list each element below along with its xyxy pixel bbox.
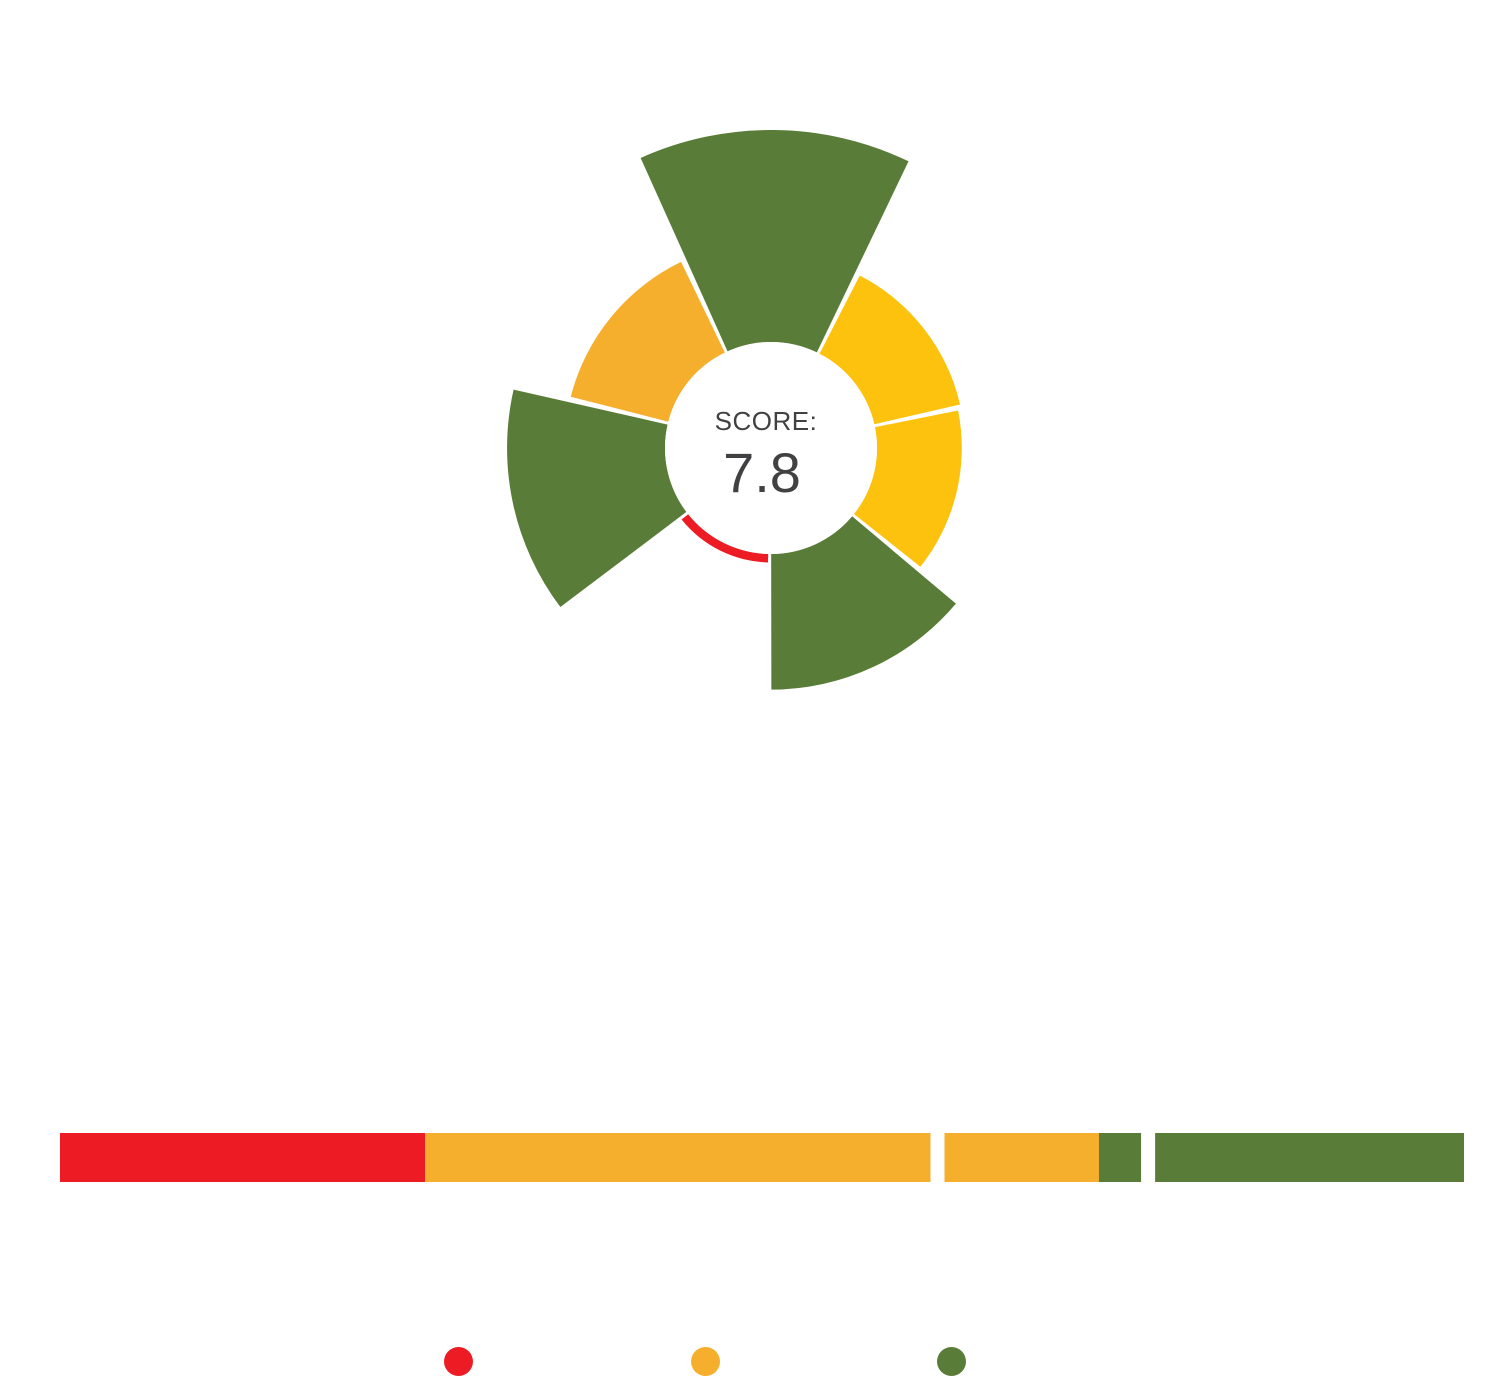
rose-segment-3 — [853, 410, 962, 567]
scale-segment-5 — [1155, 1133, 1464, 1182]
legend — [0, 1347, 1512, 1376]
score-scale-bar — [60, 1133, 1464, 1182]
score-center-disc — [665, 342, 877, 554]
scale-segment-4 — [1098, 1133, 1142, 1182]
rose-segment-1 — [640, 130, 909, 353]
score-value: 7.8 — [723, 441, 801, 504]
score-rose-chart: SCORE: 7.8 — [507, 130, 962, 690]
rose-segment-6 — [507, 389, 687, 608]
rose-segment-5 — [681, 514, 769, 563]
score-label: SCORE: — [715, 406, 818, 436]
scale-segment-3 — [944, 1133, 1099, 1182]
rose-segments — [507, 130, 962, 690]
scale-segment-1 — [60, 1133, 426, 1182]
scale-segment-2 — [425, 1133, 931, 1182]
rose-segment-4 — [771, 516, 956, 690]
legend-dot-green — [937, 1347, 966, 1376]
legend-dot-orange — [691, 1347, 720, 1376]
rose-segment-2 — [819, 275, 961, 425]
legend-dot-red — [444, 1347, 473, 1376]
rose-segment-7 — [570, 261, 725, 422]
